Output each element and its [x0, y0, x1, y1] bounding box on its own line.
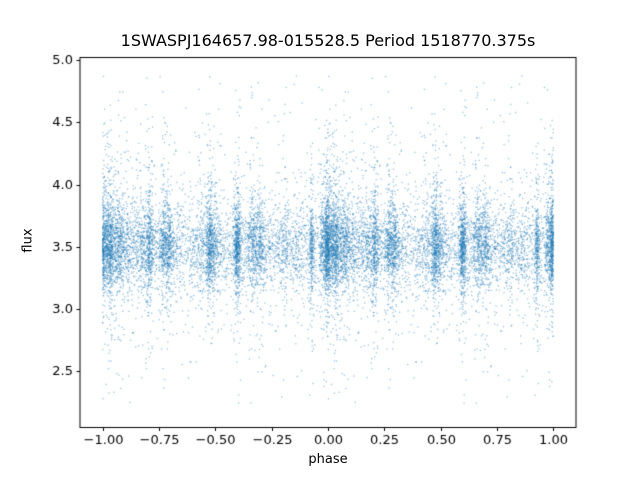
y-axis-label-container: flux [18, 0, 38, 480]
x-axis-label: phase [308, 452, 348, 467]
chart-title: 1SWASPJ164657.98-015528.5 Period 1518770… [120, 31, 536, 50]
y-axis-label: flux [20, 227, 36, 253]
